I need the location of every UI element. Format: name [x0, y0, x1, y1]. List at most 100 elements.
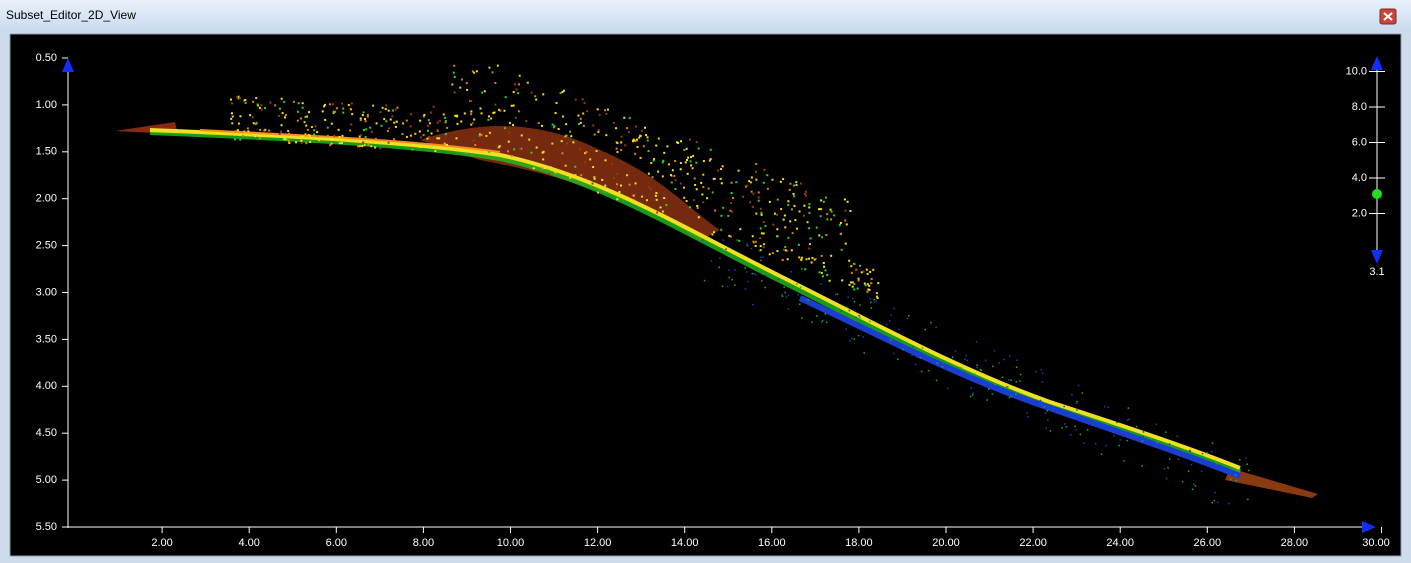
cloud-point	[1009, 355, 1011, 357]
cloud-point	[911, 355, 913, 357]
y-tick-label: 5.50	[36, 521, 57, 533]
cloud-point	[525, 120, 527, 122]
cloud-point	[1040, 400, 1042, 402]
cloud-point	[1118, 445, 1120, 447]
cloud-point	[808, 203, 810, 205]
cloud-point	[494, 111, 496, 113]
cloud-point	[481, 112, 483, 114]
cloud-point	[999, 362, 1001, 364]
cloud-point	[752, 235, 754, 237]
cloud-point	[797, 294, 799, 296]
cloud-point	[551, 143, 553, 145]
cloud-point	[703, 160, 705, 162]
cloud-point	[554, 171, 556, 173]
cloud-point	[822, 275, 824, 277]
cloud-point	[851, 272, 853, 274]
cloud-point	[787, 237, 789, 239]
cloud-point	[858, 315, 860, 317]
cloud-point	[970, 396, 972, 398]
cloud-point	[362, 114, 364, 116]
cloud-point	[350, 108, 352, 110]
cloud-point	[423, 134, 425, 136]
x-tick-label: 24.00	[1106, 537, 1134, 549]
cloud-point	[1123, 460, 1125, 462]
cloud-point	[474, 144, 476, 146]
cloud-point	[531, 92, 533, 94]
cloud-point	[456, 137, 458, 139]
cloud-point	[439, 120, 441, 122]
cloud-point	[1177, 436, 1179, 438]
x-tick-label: 2.00	[151, 537, 172, 549]
cloud-point	[436, 129, 438, 131]
cloud-point	[410, 113, 412, 115]
cloud-point	[814, 259, 816, 261]
cloud-point	[548, 173, 550, 175]
cloud-point	[300, 117, 302, 119]
cloud-point	[721, 248, 723, 250]
cloud-point	[396, 107, 398, 109]
cloud-point	[565, 165, 567, 167]
cloud-point	[863, 271, 865, 273]
cloud-point	[1044, 406, 1046, 408]
cloud-point	[720, 215, 722, 217]
cloud-point	[937, 362, 939, 364]
cloud-point	[444, 117, 446, 119]
cloud-point	[738, 240, 740, 242]
cloud-point	[805, 191, 807, 193]
cloud-point	[783, 286, 785, 288]
cloud-point	[1202, 453, 1204, 455]
cloud-point	[327, 135, 329, 137]
cloud-point	[702, 201, 704, 203]
cloud-point	[981, 370, 983, 372]
cloud-point	[302, 102, 304, 104]
cloud-point	[252, 101, 254, 103]
cloud-point	[371, 131, 373, 133]
cloud-point	[342, 107, 344, 109]
cloud-point	[616, 173, 618, 175]
cloud-point	[236, 96, 238, 98]
cloud-point	[583, 125, 585, 127]
cloud-point	[786, 296, 788, 298]
x-tick-label: 16.00	[758, 537, 786, 549]
cloud-point	[395, 126, 397, 128]
cloud-point	[515, 117, 517, 119]
cloud-point	[269, 102, 271, 104]
cloud-point	[807, 221, 809, 223]
cloud-point	[1229, 471, 1231, 473]
cloud-point	[673, 175, 675, 177]
cloud-point	[473, 139, 475, 141]
cloud-point	[694, 184, 696, 186]
cloud-point	[808, 248, 810, 250]
cloud-point	[793, 184, 795, 186]
cloud-point	[1095, 443, 1097, 445]
x-tick-label: 26.00	[1194, 537, 1222, 549]
cloud-point	[365, 136, 367, 138]
slider-handle[interactable]	[1372, 189, 1382, 199]
cloud-point	[282, 112, 284, 114]
cloud-point	[499, 110, 501, 112]
cloud-point	[295, 141, 297, 143]
cloud-point	[752, 206, 754, 208]
cloud-point	[388, 127, 390, 129]
cloud-point	[826, 213, 828, 215]
cloud-point	[825, 234, 827, 236]
cloud-point	[419, 130, 421, 132]
cloud-point	[853, 263, 855, 265]
cloud-point	[392, 110, 394, 112]
cloud-point	[287, 130, 289, 132]
cloud-point	[434, 150, 436, 152]
cloud-point	[596, 150, 598, 152]
cloud-point	[1041, 369, 1043, 371]
cloud-point	[1026, 412, 1028, 414]
cloud-point	[847, 201, 849, 203]
cloud-point	[1248, 470, 1250, 472]
cloud-point	[1142, 440, 1144, 442]
cloud-point	[331, 123, 333, 125]
cloud-point	[255, 97, 257, 99]
cloud-point	[313, 134, 315, 136]
cloud-point	[666, 145, 668, 147]
cloud-point	[1156, 424, 1158, 426]
cloud-point	[648, 186, 650, 188]
cloud-point	[414, 133, 416, 135]
cloud-point	[874, 302, 876, 304]
